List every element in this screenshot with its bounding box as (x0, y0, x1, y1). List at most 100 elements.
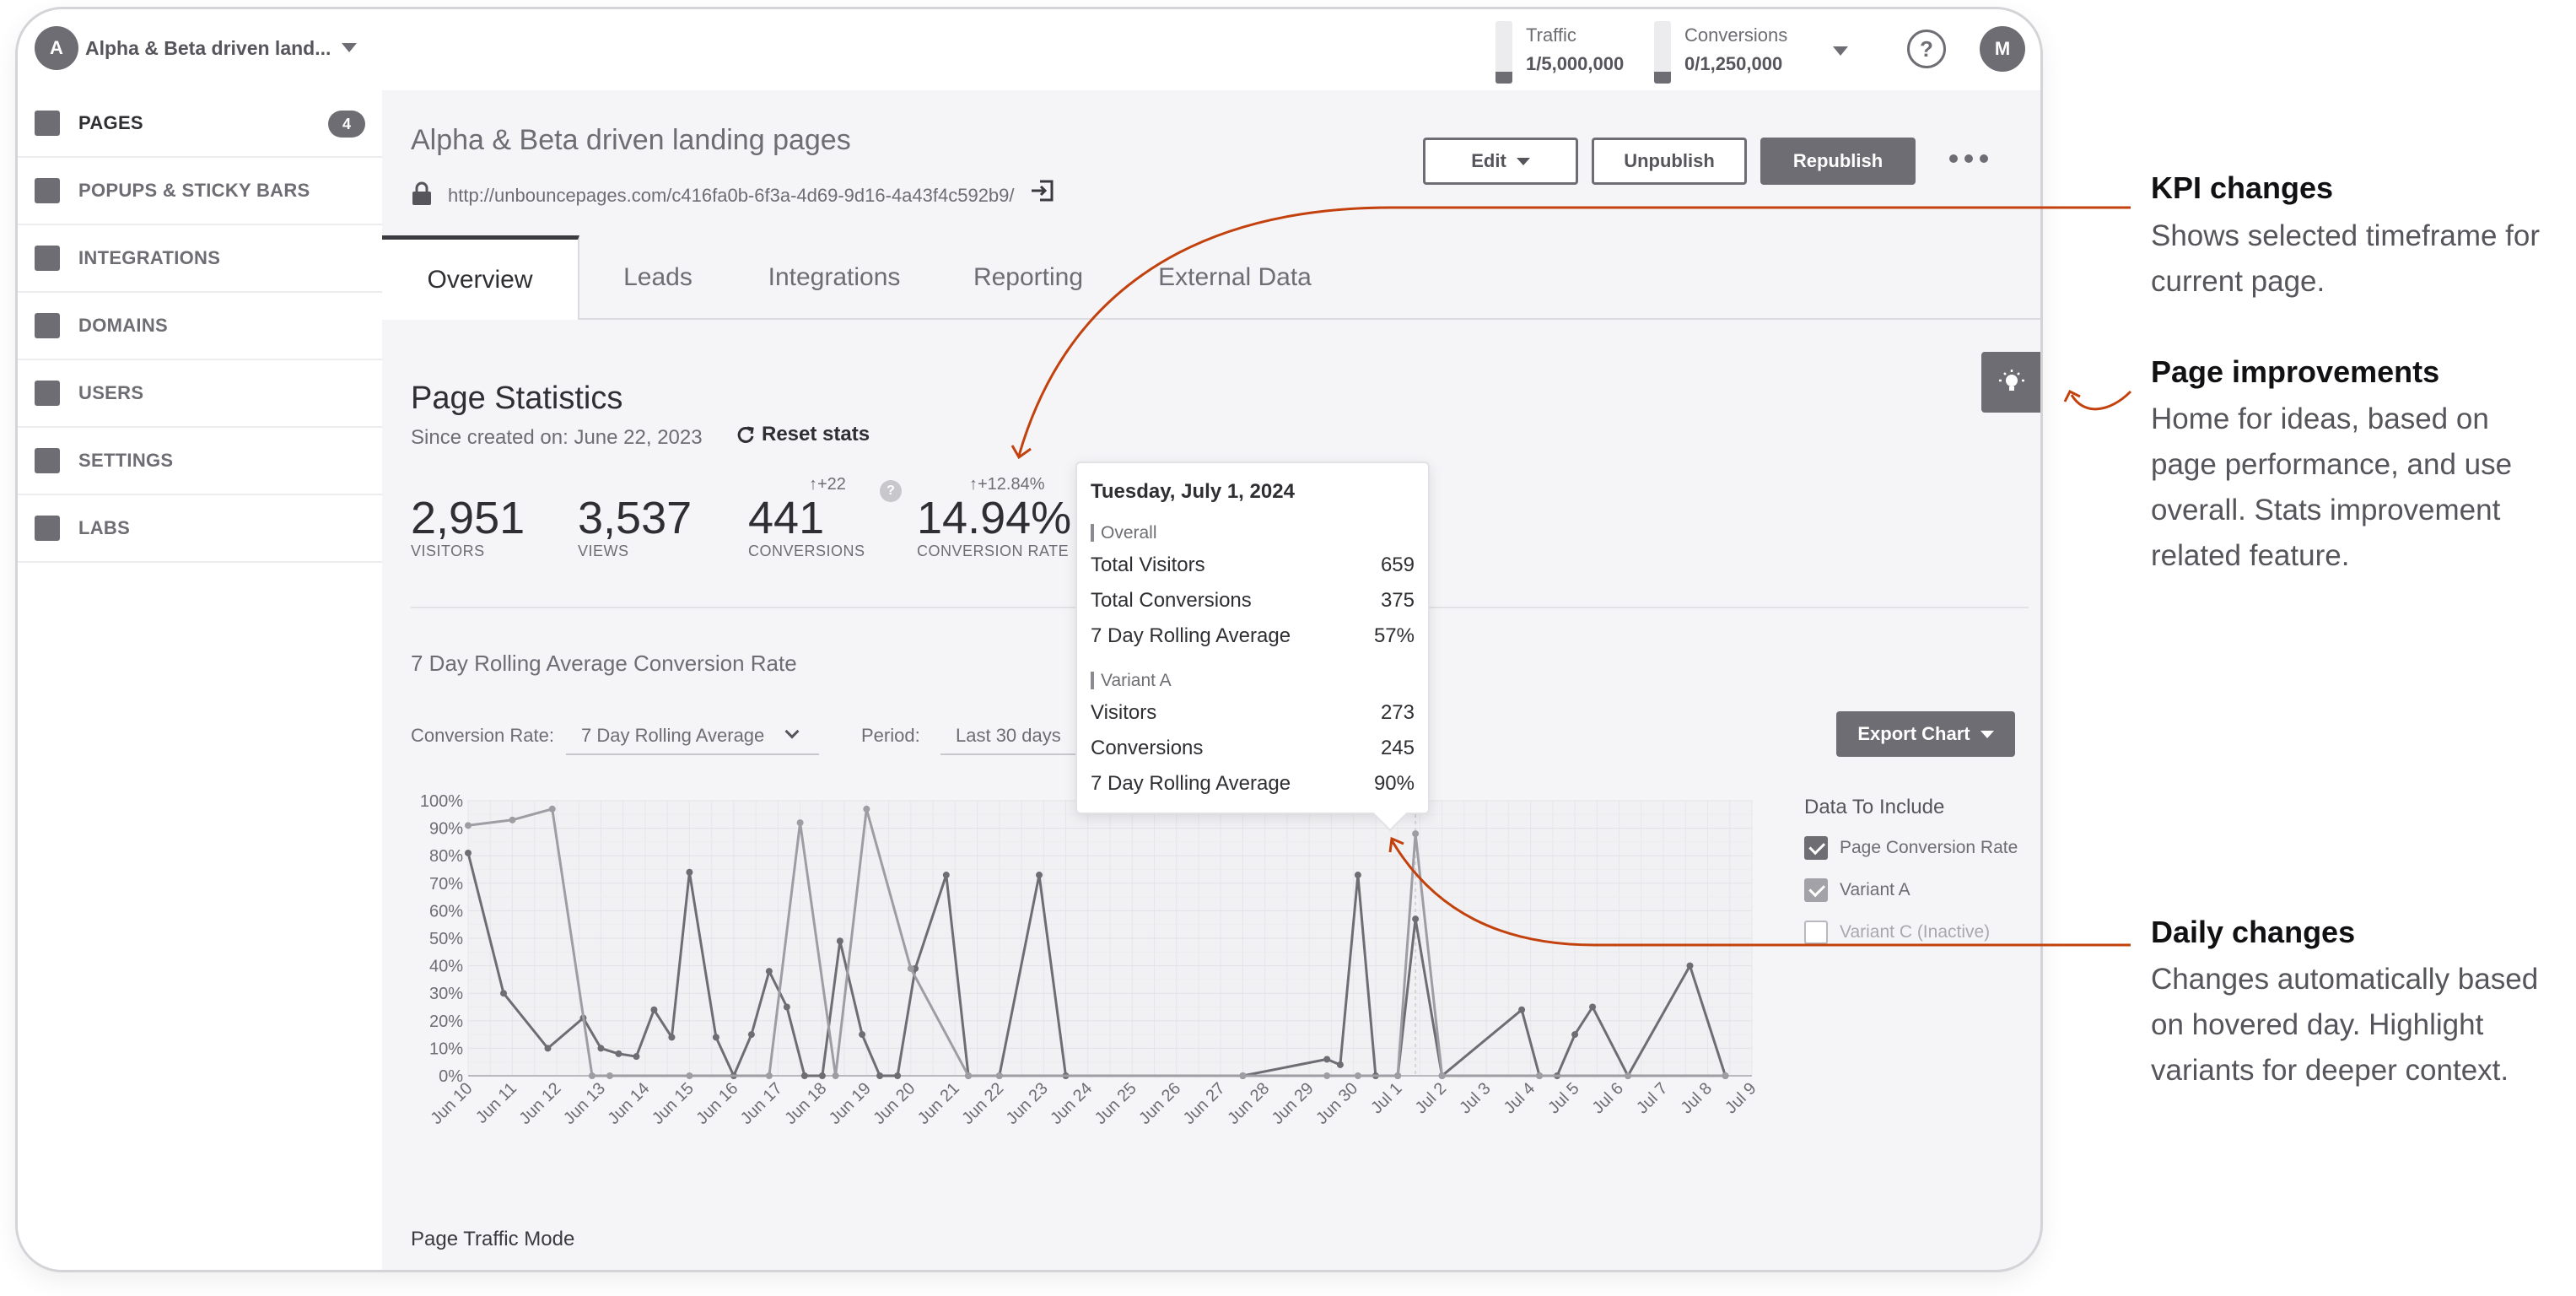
x-tick-label: Jun 22 (958, 1079, 1007, 1128)
y-tick-label: 20% (429, 1012, 463, 1031)
reset-stats-button[interactable]: Reset stats (736, 423, 870, 446)
page-url-link[interactable]: http://unbouncepages.com/c416fa0b-6f3a-4… (448, 185, 1015, 206)
tab-reporting[interactable]: Reporting (973, 263, 1084, 291)
checkbox[interactable] (1804, 878, 1828, 902)
kpi-value: 14.94% (917, 493, 1072, 543)
unpublish-button[interactable]: Unpublish (1592, 138, 1747, 185)
popups-icon (35, 178, 60, 203)
tab-external-data[interactable]: External Data (1158, 263, 1312, 291)
data-point (832, 1072, 839, 1079)
page-improvements-button[interactable] (1981, 352, 2040, 413)
x-tick-label: Jul 6 (1589, 1079, 1627, 1117)
conversions-delta: ↑+22 (809, 475, 846, 494)
sidebar-item-label: USERS (78, 382, 144, 403)
tab-integrations[interactable]: Integrations (768, 263, 901, 291)
tooltip-key: Conversions (1091, 737, 1204, 759)
sidebar-item-label: LABS (78, 517, 131, 538)
user-avatar[interactable]: M (1980, 26, 2025, 72)
x-tick-label: Jun 11 (472, 1079, 520, 1127)
conversions-meter (1654, 21, 1671, 84)
data-to-include-title: Data To Include (1804, 796, 1945, 818)
data-point (1589, 1003, 1597, 1011)
option-label: Variant A (1840, 880, 1910, 899)
checkbox[interactable] (1804, 836, 1828, 860)
conversions-delta-value: +22 (817, 475, 846, 494)
sidebar-item-pages[interactable]: PAGES 4 (18, 90, 382, 158)
tooltip-value: 273 (1380, 701, 1415, 724)
workspace-avatar[interactable]: A (35, 26, 78, 70)
chart-tooltip: Tuesday, July 1, 2024 Overall Total Visi… (1075, 462, 1430, 814)
export-chart-button[interactable]: Export Chart (1836, 711, 2015, 757)
sidebar-item-settings[interactable]: SETTINGS (18, 428, 382, 495)
sidebar-item-users[interactable]: USERS (18, 360, 382, 428)
conversion-rate-chart[interactable]: 0%10%20%30%40%50%60%70%80%90%100%Jun 10J… (411, 786, 1760, 1140)
sidebar-item-domains[interactable]: DOMAINS (18, 293, 382, 360)
data-point (633, 1053, 640, 1061)
domains-icon (35, 313, 60, 338)
x-tick-label: Jun 25 (1091, 1079, 1140, 1128)
users-icon (35, 381, 60, 406)
conversions-label: Conversions (1684, 24, 1788, 46)
traffic-mode-card[interactable] (861, 1270, 1283, 1272)
annotation-title: KPI changes (2151, 170, 2334, 205)
tooltip-row: Total Visitors 659 (1091, 554, 1415, 589)
sidebar-item-integrations[interactable]: INTEGRATIONS (18, 225, 382, 293)
republish-button[interactable]: Republish (1760, 138, 1916, 185)
data-point (995, 1072, 1003, 1079)
data-point (1571, 1031, 1579, 1039)
sidebar-item-labs[interactable]: LABS (18, 495, 382, 563)
data-point (1323, 1056, 1331, 1063)
annotation-line: Changes automatically based (2151, 963, 2539, 996)
chart-title: 7 Day Rolling Average Conversion Rate (411, 651, 797, 676)
series-line-variant-a (467, 807, 1726, 1077)
x-tick-label: Jun 16 (693, 1079, 741, 1128)
help-icon[interactable]: ? (880, 480, 902, 502)
traffic-meter (1495, 21, 1512, 84)
data-point (876, 1072, 884, 1079)
x-tick-label: Jul 9 (1722, 1079, 1760, 1117)
checkbox[interactable] (1804, 921, 1828, 944)
annotation-line: variants for deeper context. (2151, 1054, 2509, 1087)
kpi-label: CONVERSIONS (748, 543, 865, 559)
conversions-meter-fill (1654, 72, 1671, 84)
kpi-conversions: 441 CONVERSIONS (748, 495, 865, 560)
y-tick-label: 0% (439, 1067, 463, 1086)
include-variant-c[interactable]: Variant C (Inactive) (1804, 921, 1990, 944)
tooltip-key: 7 Day Rolling Average (1091, 772, 1291, 795)
tab-leads[interactable]: Leads (623, 263, 693, 291)
caret-down-icon[interactable] (342, 43, 357, 52)
data-point (465, 822, 472, 829)
conversion-rate-select[interactable]: 7 Day Rolling Average (566, 718, 819, 755)
period-select[interactable]: Last 30 days (940, 718, 1075, 755)
data-point (1536, 1072, 1544, 1079)
tooltip-section-variant: Variant A (1091, 672, 1415, 689)
pages-icon (35, 111, 60, 136)
data-point (907, 964, 914, 972)
usage-caret-down-icon[interactable] (1833, 46, 1848, 56)
kpi-views: 3,537 VIEWS (578, 495, 692, 560)
traffic-mode-card[interactable] (411, 1270, 833, 1272)
x-tick-label: Jul 1 (1367, 1079, 1405, 1117)
tooltip-value: 659 (1380, 554, 1415, 576)
sidebar-item-popups[interactable]: POPUPS & STICKY BARS (18, 158, 382, 225)
include-page-conversion-rate[interactable]: Page Conversion Rate (1804, 836, 2018, 860)
traffic-mode-card[interactable] (1312, 1270, 1733, 1272)
edit-button[interactable]: Edit (1423, 138, 1578, 185)
tooltip-section-overall: Overall (1091, 524, 1415, 542)
traffic-value: 1/5,000,000 (1526, 53, 1625, 74)
annotation-line: current page. (2151, 265, 2325, 298)
option-label: Variant C (Inactive) (1840, 922, 1991, 942)
data-point (942, 872, 950, 879)
annotation-body: Home for ideas, based on page performanc… (2151, 397, 2576, 579)
more-icon[interactable] (1949, 154, 1988, 163)
tab-overview[interactable]: Overview (382, 235, 579, 320)
option-label: Page Conversion Rate (1840, 838, 2018, 857)
workspace-name[interactable]: Alpha & Beta driven land... (85, 37, 331, 59)
include-variant-a[interactable]: Variant A (1804, 878, 1910, 902)
annotation-line: overall. Stats improvement (2151, 494, 2501, 526)
exit-icon[interactable] (1030, 178, 1055, 203)
data-point (606, 1072, 613, 1079)
data-point (548, 805, 556, 813)
help-icon[interactable]: ? (1907, 30, 1946, 68)
y-tick-label: 100% (420, 792, 463, 811)
